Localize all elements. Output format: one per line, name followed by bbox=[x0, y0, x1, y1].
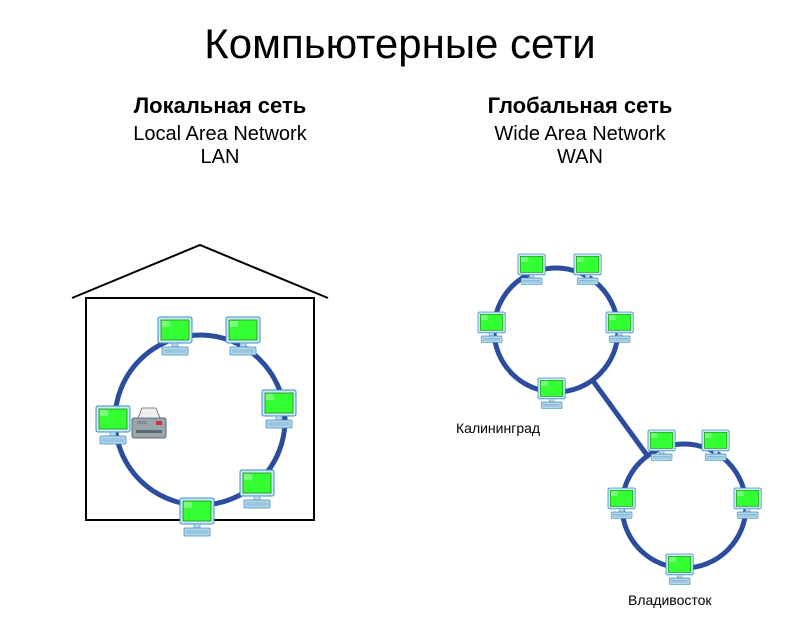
network-diagram bbox=[0, 210, 800, 620]
wan-sub1: Wide Area Network bbox=[420, 123, 740, 146]
main-title: Компьютерные сети bbox=[0, 20, 800, 68]
lan-sub2: LAN bbox=[60, 146, 380, 169]
city2-label: Владивосток bbox=[628, 592, 712, 608]
wan-sub2: WAN bbox=[420, 146, 740, 169]
lan-heading: Локальная сеть bbox=[60, 93, 380, 119]
lan-sub1: Local Area Network bbox=[60, 123, 380, 146]
wan-column: Глобальная сеть Wide Area Network WAN bbox=[420, 93, 740, 169]
wan-heading: Глобальная сеть bbox=[420, 93, 740, 119]
lan-column: Локальная сеть Local Area Network LAN bbox=[60, 93, 380, 169]
diagram-area: Калининград Владивосток bbox=[0, 210, 800, 620]
columns: Локальная сеть Local Area Network LAN Гл… bbox=[0, 93, 800, 169]
city1-label: Калининград bbox=[456, 420, 540, 436]
